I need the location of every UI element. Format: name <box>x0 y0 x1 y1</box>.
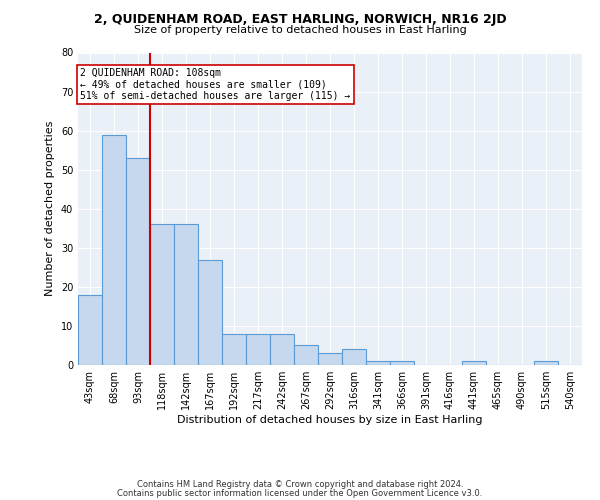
Bar <box>222 334 246 365</box>
Text: 2 QUIDENHAM ROAD: 108sqm
← 49% of detached houses are smaller (109)
51% of semi-: 2 QUIDENHAM ROAD: 108sqm ← 49% of detach… <box>80 68 350 102</box>
X-axis label: Distribution of detached houses by size in East Harling: Distribution of detached houses by size … <box>177 415 483 425</box>
Bar <box>126 158 150 365</box>
Y-axis label: Number of detached properties: Number of detached properties <box>45 121 55 296</box>
Text: 2, QUIDENHAM ROAD, EAST HARLING, NORWICH, NR16 2JD: 2, QUIDENHAM ROAD, EAST HARLING, NORWICH… <box>94 12 506 26</box>
Text: Contains HM Land Registry data © Crown copyright and database right 2024.: Contains HM Land Registry data © Crown c… <box>137 480 463 489</box>
Bar <box>390 361 414 365</box>
Bar <box>246 334 270 365</box>
Bar <box>342 350 366 365</box>
Bar <box>78 294 102 365</box>
Bar <box>318 354 342 365</box>
Bar <box>270 334 294 365</box>
Bar <box>534 361 558 365</box>
Bar <box>150 224 174 365</box>
Bar <box>198 260 222 365</box>
Bar <box>366 361 390 365</box>
Bar <box>294 346 318 365</box>
Bar <box>174 224 198 365</box>
Text: Contains public sector information licensed under the Open Government Licence v3: Contains public sector information licen… <box>118 488 482 498</box>
Bar <box>462 361 486 365</box>
Text: Size of property relative to detached houses in East Harling: Size of property relative to detached ho… <box>134 25 466 35</box>
Bar <box>102 134 126 365</box>
